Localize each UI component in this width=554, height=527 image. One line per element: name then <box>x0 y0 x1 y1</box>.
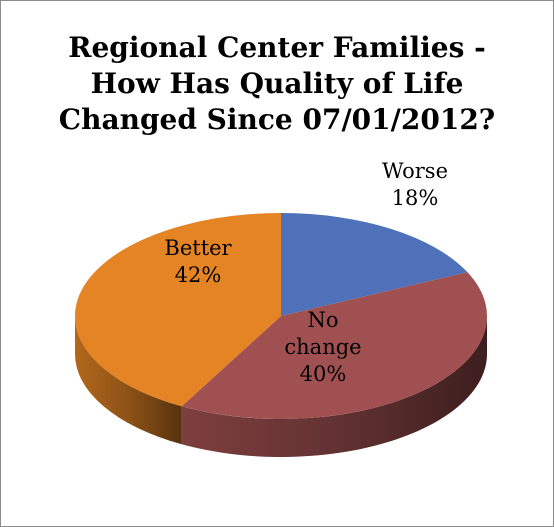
pie-label-better-line: Better <box>164 236 232 260</box>
pie-label-better-line: 42% <box>175 263 222 287</box>
pie-label-worse-line: Worse <box>382 159 448 183</box>
pie-slice-worse <box>281 213 468 316</box>
pie-label-no-change-line: 40% <box>300 362 347 386</box>
pie-slice-better <box>75 213 281 407</box>
chart-title-line-2: How Has Quality of Life <box>90 67 464 100</box>
chart-title-line-3: Changed Since 07/01/2012? <box>58 103 496 136</box>
pie-label-no-change: No change 40% <box>284 308 361 386</box>
pie-slice-no-change <box>181 272 487 419</box>
pie-label-no-change-line: change <box>284 335 361 359</box>
pie-label-no-change-line: No <box>307 308 338 332</box>
pie-side-better <box>75 316 182 445</box>
pie-side-no-change <box>181 316 488 458</box>
pie-label-worse-line: 18% <box>392 186 439 210</box>
pie-labels: Worse 18% No change 40% Better 42% <box>164 159 448 386</box>
pie-top-faces <box>75 213 487 419</box>
pie-side-walls <box>75 316 488 458</box>
pie-label-worse: Worse 18% <box>382 159 448 210</box>
pie-label-better: Better 42% <box>164 236 232 287</box>
chart-title: Regional Center Families - How Has Quali… <box>0 30 554 138</box>
chart-title-line-1: Regional Center Families - <box>68 31 486 64</box>
